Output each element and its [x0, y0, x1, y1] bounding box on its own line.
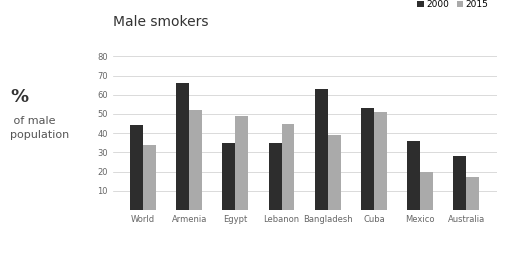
Bar: [361, 108, 374, 210]
Bar: [189, 110, 202, 210]
Text: Male smokers: Male smokers: [113, 15, 208, 29]
Bar: [315, 89, 328, 210]
Bar: [407, 141, 420, 210]
Bar: [282, 123, 294, 210]
Bar: [176, 83, 189, 210]
Legend: 2000, 2015: 2000, 2015: [414, 0, 492, 13]
Text: of male
population: of male population: [10, 116, 70, 140]
Bar: [236, 116, 248, 210]
Text: %: %: [10, 88, 28, 106]
Bar: [222, 143, 236, 210]
Bar: [466, 177, 479, 210]
Bar: [420, 172, 433, 210]
Bar: [453, 156, 466, 210]
Bar: [328, 135, 340, 210]
Bar: [269, 143, 282, 210]
Bar: [130, 125, 143, 210]
Bar: [374, 112, 387, 210]
Bar: [143, 145, 156, 210]
